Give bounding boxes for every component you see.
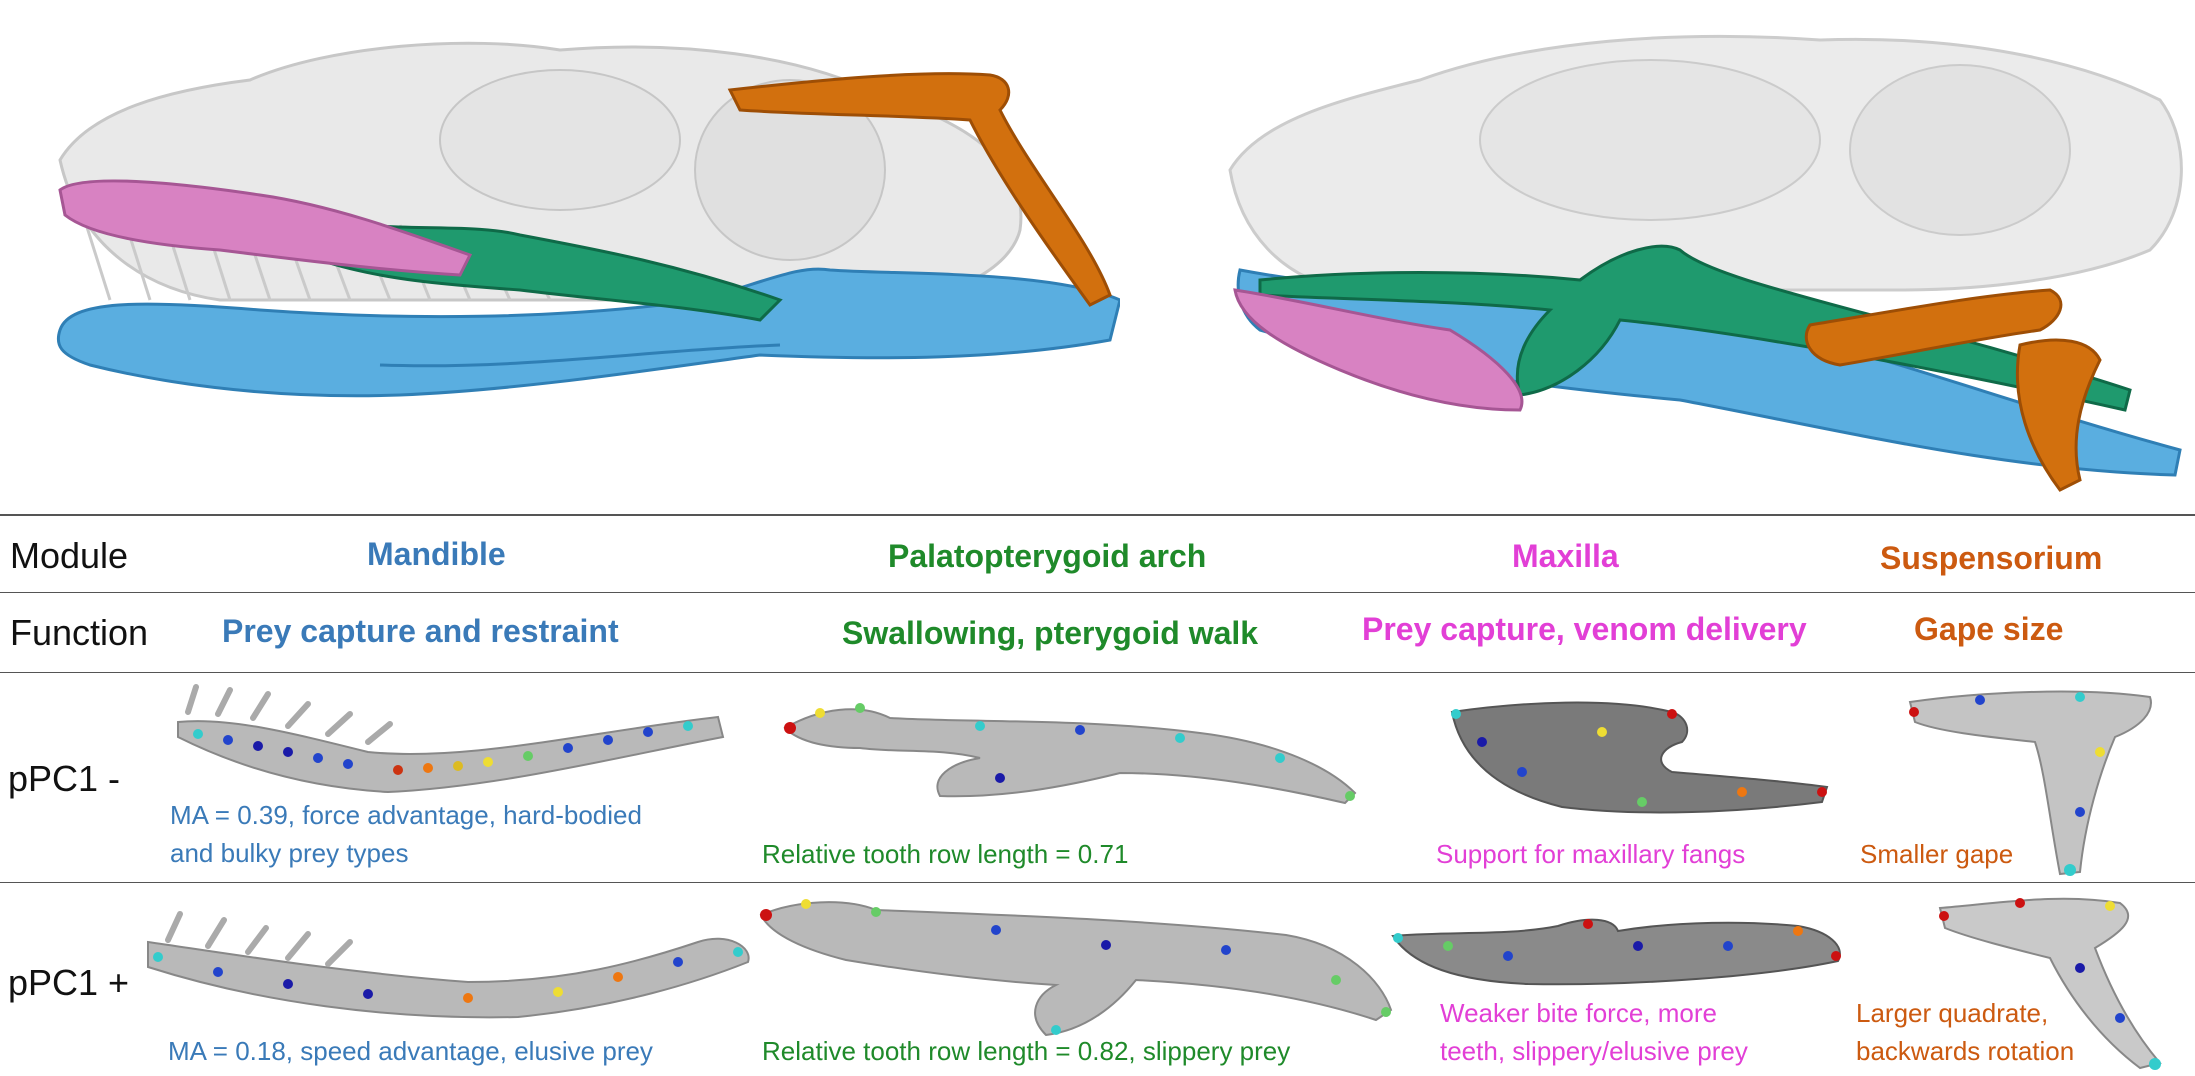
row-label-pc-plus: pPC1 +	[8, 962, 130, 1003]
suspensorium-shape	[727, 72, 1112, 307]
caption-line: Smaller gape	[1860, 839, 2014, 869]
caption-line: Weaker bite force, more	[1440, 998, 1717, 1028]
function-maxilla: Prey capture, venom delivery	[1362, 611, 1807, 647]
caption-suspensorium-minus: Smaller gape	[1860, 835, 2013, 873]
caption-line: MA = 0.39, force advantage, hard-bodied	[170, 800, 642, 830]
mandible-plus-landmarks	[147, 911, 750, 1019]
maxilla-shape	[58, 179, 473, 277]
pc-row-rule	[0, 882, 2195, 883]
suspensorium-plus-landmarks	[1938, 897, 2162, 1070]
mandible-minus-landmarks	[177, 684, 725, 794]
row-label-module: Module	[10, 535, 129, 576]
table-top-rule	[0, 514, 2195, 516]
skull-ventral-view	[1228, 34, 2183, 492]
skull-lateral-view	[56, 41, 1120, 398]
row-label-function: Function	[10, 612, 149, 653]
mandible-shape	[56, 267, 1120, 398]
palatopterygoid-plus-landmarks	[759, 899, 1393, 1037]
palatopterygoid-shape-ventral	[1258, 244, 2132, 412]
landmark-points	[193, 721, 693, 775]
caption-line: MA = 0.18, speed advantage, elusive prey	[168, 1036, 653, 1066]
suspensorium-minus-landmarks	[1908, 690, 2152, 876]
caption-maxilla-plus: Weaker bite force, more teeth, slippery/…	[1440, 994, 1748, 1070]
suspensorium-shape-ventral	[1804, 288, 2102, 492]
maxilla-minus-landmarks	[1450, 701, 1829, 814]
caption-palatopterygoid-plus: Relative tooth row length = 0.82, slippe…	[762, 1032, 1290, 1070]
caption-palatopterygoid-minus: Relative tooth row length = 0.71	[762, 835, 1128, 873]
module-suspensorium: Suspensorium	[1880, 540, 2103, 576]
caption-line: teeth, slippery/elusive prey	[1440, 1036, 1748, 1066]
caption-line: Larger quadrate,	[1856, 998, 2049, 1028]
row-label-pc-minus: pPC1 -	[8, 758, 121, 799]
caption-line: backwards rotation	[1856, 1036, 2075, 1066]
caption-line: and bulky prey types	[170, 838, 409, 868]
module-row-rule	[0, 592, 2195, 593]
skull-translucent-ventral	[1228, 34, 2183, 292]
module-palatopterygoid: Palatopterygoid arch	[888, 538, 1207, 574]
palatopterygoid-minus-landmarks	[783, 703, 1357, 805]
module-mandible: Mandible	[367, 536, 506, 572]
function-palatopterygoid: Swallowing, pterygoid walk	[842, 615, 1259, 651]
maxilla-plus-landmarks	[1391, 918, 1841, 986]
caption-line: Relative tooth row length = 0.71	[762, 839, 1129, 869]
caption-mandible-minus: MA = 0.39, force advantage, hard-bodied …	[170, 796, 642, 872]
caption-maxilla-minus: Support for maxillary fangs	[1436, 835, 1745, 873]
module-maxilla: Maxilla	[1512, 538, 1619, 574]
caption-mandible-plus: MA = 0.18, speed advantage, elusive prey	[168, 1032, 653, 1070]
function-row-rule	[0, 672, 2195, 673]
caption-line: Support for maxillary fangs	[1436, 839, 1746, 869]
function-mandible: Prey capture and restraint	[222, 613, 619, 649]
caption-suspensorium-plus: Larger quadrate, backwards rotation	[1856, 994, 2074, 1070]
maxilla-shape-ventral	[1233, 288, 1524, 412]
function-suspensorium: Gape size	[1914, 611, 2064, 647]
caption-line: Relative tooth row length = 0.82, slippe…	[762, 1036, 1291, 1066]
